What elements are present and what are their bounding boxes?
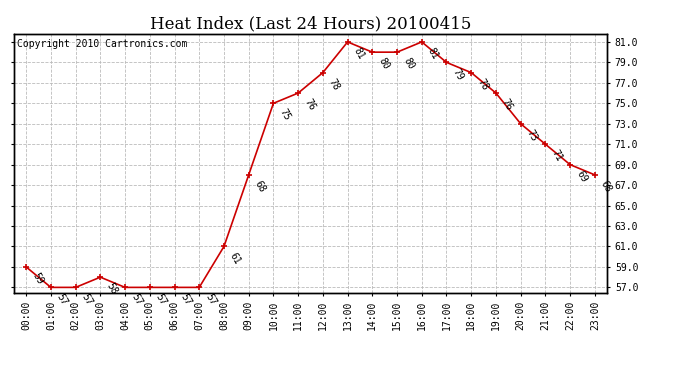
Text: 78: 78 <box>327 77 342 92</box>
Text: 80: 80 <box>401 56 416 72</box>
Text: 75: 75 <box>277 108 292 123</box>
Text: 61: 61 <box>228 251 243 266</box>
Text: 57: 57 <box>80 291 95 307</box>
Text: 76: 76 <box>302 97 317 112</box>
Text: 71: 71 <box>549 148 564 164</box>
Text: 57: 57 <box>129 291 144 307</box>
Text: 76: 76 <box>500 97 515 112</box>
Text: 68: 68 <box>599 179 613 194</box>
Text: 69: 69 <box>574 169 589 184</box>
Text: 81: 81 <box>426 46 440 61</box>
Title: Heat Index (Last 24 Hours) 20100415: Heat Index (Last 24 Hours) 20100415 <box>150 15 471 32</box>
Text: 73: 73 <box>525 128 540 143</box>
Text: 57: 57 <box>204 291 218 307</box>
Text: 57: 57 <box>55 291 70 307</box>
Text: 78: 78 <box>475 77 490 92</box>
Text: Copyright 2010 Cartronics.com: Copyright 2010 Cartronics.com <box>17 39 187 49</box>
Text: 57: 57 <box>179 291 193 307</box>
Text: 59: 59 <box>30 271 45 286</box>
Text: 81: 81 <box>352 46 366 61</box>
Text: 68: 68 <box>253 179 268 194</box>
Text: 57: 57 <box>154 291 168 307</box>
Text: 58: 58 <box>104 281 119 297</box>
Text: 79: 79 <box>451 66 465 82</box>
Text: 80: 80 <box>377 56 391 72</box>
